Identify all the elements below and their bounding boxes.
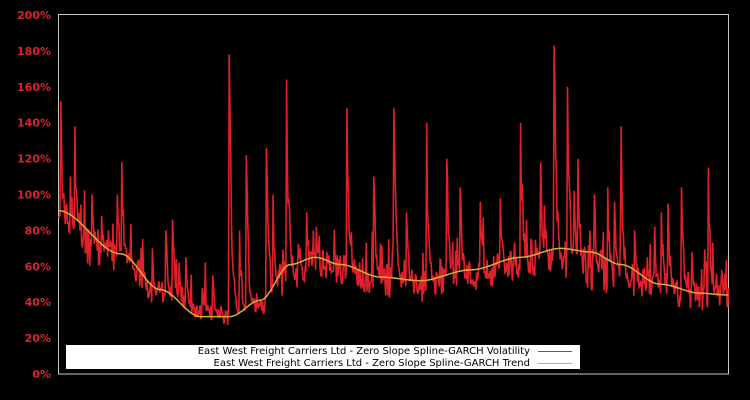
y-tick-label: 20% — [25, 332, 51, 345]
y-tick-label: 40% — [25, 296, 51, 309]
y-tick-label: 120% — [17, 153, 51, 166]
y-tick-label: 140% — [17, 117, 51, 130]
legend-item-trend: East West Freight Carriers Ltd - Zero Sl… — [214, 357, 572, 369]
volatility-series — [57, 45, 730, 325]
y-axis: 0% 20% 40% 60% 80% 100% 120% 140% 160% 180% 200% — [17, 9, 51, 381]
y-tick-label: 180% — [17, 45, 51, 58]
trend-line — [58, 209, 729, 318]
y-tick-label: 80% — [25, 224, 51, 237]
legend-label: East West Freight Carriers Ltd - Zero Sl… — [213, 357, 530, 369]
legend-swatch-gold-line-icon — [538, 362, 572, 364]
y-tick-label: 60% — [25, 260, 51, 273]
chart-legend: East West Freight Carriers Ltd - Zero Sl… — [66, 345, 580, 369]
y-tick-label: 160% — [17, 81, 51, 94]
volatility-line — [57, 45, 730, 325]
y-tick-label: 100% — [17, 189, 51, 202]
y-tick-label: 0% — [32, 368, 51, 381]
legend-swatch-red-line-icon — [538, 350, 572, 352]
legend-item-volatility: East West Freight Carriers Ltd - Zero Sl… — [198, 345, 572, 357]
legend-label: East West Freight Carriers Ltd - Zero Sl… — [197, 345, 530, 357]
y-tick-label: 200% — [17, 9, 51, 22]
trend-series — [58, 209, 729, 318]
